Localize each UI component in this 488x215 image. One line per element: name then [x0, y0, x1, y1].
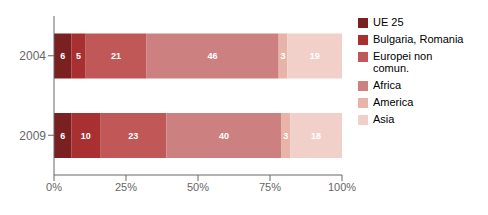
svg-text:50%: 50%	[187, 181, 209, 193]
html-text:Europei non: Europei non	[373, 50, 433, 62]
svg-text:19: 19	[310, 51, 320, 61]
svg-text:18: 18	[311, 131, 321, 141]
html-text:UE 25: UE 25	[373, 16, 404, 28]
svg-text:6: 6	[60, 51, 65, 61]
svg-text:100%: 100%	[328, 181, 356, 193]
html-text:Bulgaria, Romania: Bulgaria, Romania	[373, 33, 464, 45]
svg-text:6: 6	[60, 131, 65, 141]
svg-text:5: 5	[76, 51, 81, 61]
html-text:Asia: Asia	[373, 113, 395, 125]
svg-text:2004: 2004	[19, 49, 46, 63]
svg-text:3: 3	[280, 51, 285, 61]
svg-text:10: 10	[81, 131, 91, 141]
svg-text:46: 46	[207, 51, 217, 61]
svg-text:2009: 2009	[19, 129, 46, 143]
svg-text:40: 40	[219, 131, 229, 141]
html-text:Africa: Africa	[373, 79, 402, 91]
svg-text:3: 3	[283, 131, 288, 141]
html-text:comun.: comun.	[373, 62, 410, 74]
svg-text:23: 23	[128, 131, 138, 141]
svg-text:0%: 0%	[46, 181, 62, 193]
svg-text:21: 21	[111, 51, 121, 61]
svg-text:75%: 75%	[259, 181, 281, 193]
svg-text:25%: 25%	[115, 181, 137, 193]
html-text:America: America	[373, 96, 414, 108]
